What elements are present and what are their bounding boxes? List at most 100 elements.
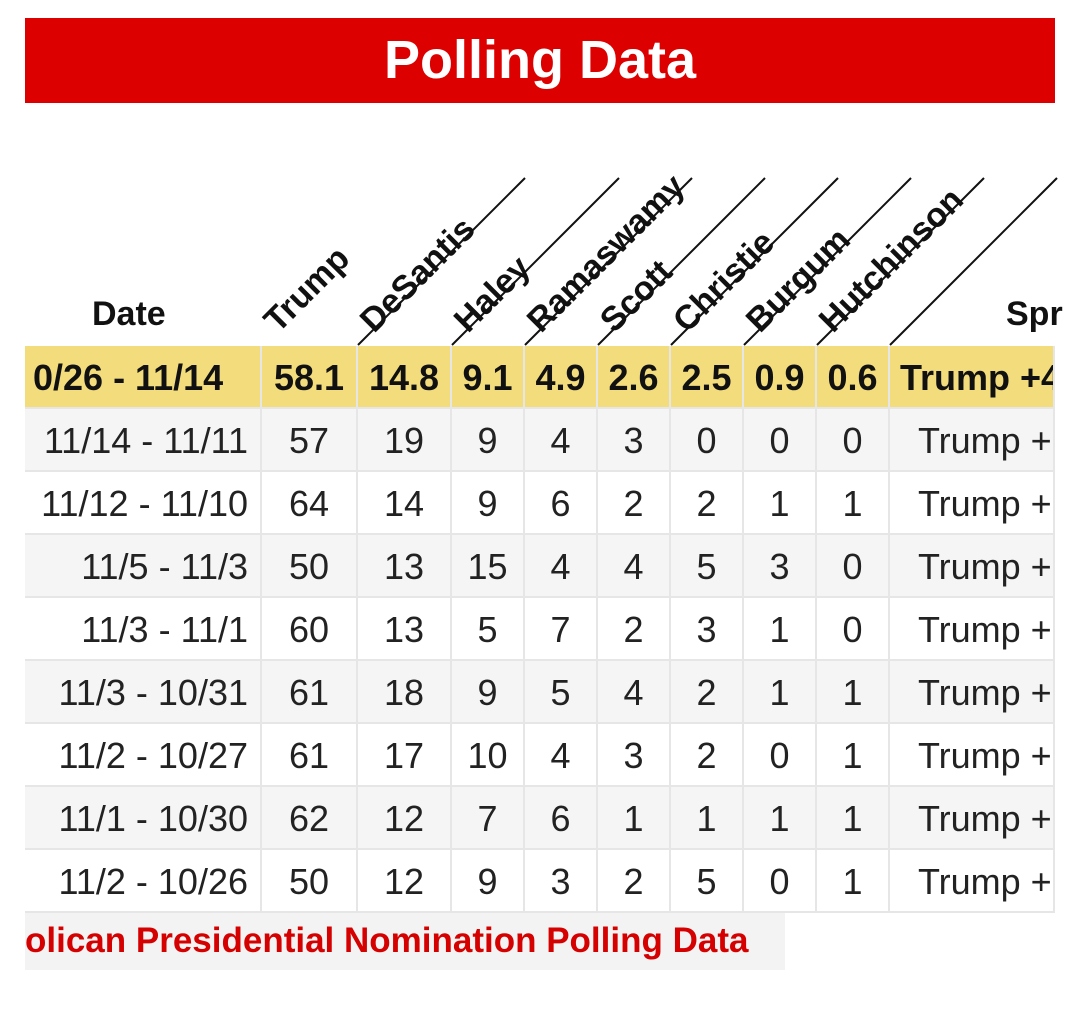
table-cell: 1 (744, 661, 817, 724)
table-cell: 2 (671, 661, 744, 724)
table-cell: 1 (598, 787, 671, 850)
table-cell: 1 (744, 472, 817, 535)
table-cell: 5 (452, 598, 525, 661)
table-cell: 3 (744, 535, 817, 598)
table-cell: 57 (262, 409, 358, 472)
table-cell: 18 (358, 661, 452, 724)
table-cell: 2 (598, 598, 671, 661)
table-cell: 64 (262, 472, 358, 535)
table-cell: Trump +4 (890, 346, 1055, 409)
table-cell: 9.1 (452, 346, 525, 409)
column-header: Haley (447, 249, 538, 340)
header-divider (524, 177, 693, 346)
header-divider (357, 177, 526, 346)
table-cell: 0.6 (817, 346, 890, 409)
table-cell: 58.1 (262, 346, 358, 409)
table-cell: 0 (744, 409, 817, 472)
header-divider (743, 177, 912, 346)
table-cell: 3 (671, 598, 744, 661)
table-cell: 1 (744, 598, 817, 661)
table-cell: 11/1 - 11/3 (25, 598, 262, 661)
table-cell: 4 (598, 661, 671, 724)
table-cell: 6 (525, 472, 598, 535)
table-cell: 3 (598, 724, 671, 787)
table-cell: 13 (358, 535, 452, 598)
table-cell: 61 (262, 661, 358, 724)
table-cell: 14 (358, 472, 452, 535)
table-cell: 3 (525, 850, 598, 913)
table-cell: 11/10 - 11/12 (25, 472, 262, 535)
table-cell: 7 (452, 787, 525, 850)
table-cell: 1 (817, 661, 890, 724)
table-cell: Trump + (890, 409, 1055, 472)
table-cell: 1 (744, 787, 817, 850)
table-cell: 10/31 - 11/3 (25, 661, 262, 724)
table-cell: 1 (671, 787, 744, 850)
table-cell: 17 (358, 724, 452, 787)
table-cell: 62 (262, 787, 358, 850)
table-cell: 9 (452, 661, 525, 724)
table-cell: 1 (817, 787, 890, 850)
table-cell: 61 (262, 724, 358, 787)
table-cell: Trump + (890, 724, 1055, 787)
table-cell: 9 (452, 850, 525, 913)
header-diagonals: TrumpDeSantisHaleyRamaswamyScottChristie… (257, 167, 1058, 346)
table-cell: 1 (817, 472, 890, 535)
column-header: Date (92, 295, 166, 333)
table-cell: 2.5 (671, 346, 744, 409)
table-cell: 5 (525, 661, 598, 724)
table-cell: 9 (452, 409, 525, 472)
table-cell: 0 (817, 409, 890, 472)
table-cell: 19 (358, 409, 452, 472)
table-cell: 2 (598, 472, 671, 535)
table-cell: 0/26 - 11/14 (25, 346, 262, 409)
table-cell: 50 (262, 850, 358, 913)
table-cell: 4 (598, 535, 671, 598)
table-cell: Trump + (890, 535, 1055, 598)
header-divider (816, 177, 985, 346)
table-cell: 60 (262, 598, 358, 661)
column-header: Spr (1006, 295, 1063, 333)
table-cell: 10/30 - 11/1 (25, 787, 262, 850)
header-divider (889, 177, 1058, 346)
table-cell: 0.9 (744, 346, 817, 409)
table-cell: 0 (817, 598, 890, 661)
table-cell: 4 (525, 724, 598, 787)
table-cell: 15 (452, 535, 525, 598)
table-cell: Trump + (890, 598, 1055, 661)
table-cell: Trump + (890, 850, 1055, 913)
table-cell: 2 (671, 472, 744, 535)
table-cell: 4 (525, 409, 598, 472)
table-cell: 10 (452, 724, 525, 787)
footer: olican Presidential Nomination Polling D… (25, 912, 785, 970)
table-cell: 11/3 - 11/5 (25, 535, 262, 598)
table-cell: Trump + (890, 472, 1055, 535)
table-cell: 2 (671, 724, 744, 787)
table-cell: 11/11 - 11/14 (25, 409, 262, 472)
table-cell: 4.9 (525, 346, 598, 409)
table-cell: 14.8 (358, 346, 452, 409)
header-divider (670, 177, 839, 346)
table-cell: 6 (525, 787, 598, 850)
table-cell: 5 (671, 850, 744, 913)
header-divider (451, 177, 620, 346)
table-cell: 0 (817, 535, 890, 598)
table-cell: 9 (452, 472, 525, 535)
table-cell: 2.6 (598, 346, 671, 409)
title-bar: Polling Data (25, 18, 1055, 103)
table-cell: Trump + (890, 661, 1055, 724)
table-cell: 0 (744, 850, 817, 913)
table-cell: 12 (358, 850, 452, 913)
table-cell: 1 (817, 850, 890, 913)
table-cell: 0 (671, 409, 744, 472)
table-cell: Trump + (890, 787, 1055, 850)
table-cell: 0 (744, 724, 817, 787)
table-cell: 50 (262, 535, 358, 598)
table-cell: 7 (525, 598, 598, 661)
table-cell: 10/26 - 11/2 (25, 850, 262, 913)
table-cell: 3 (598, 409, 671, 472)
table-cell: 1 (817, 724, 890, 787)
table-cell: 13 (358, 598, 452, 661)
table-cell: 5 (671, 535, 744, 598)
